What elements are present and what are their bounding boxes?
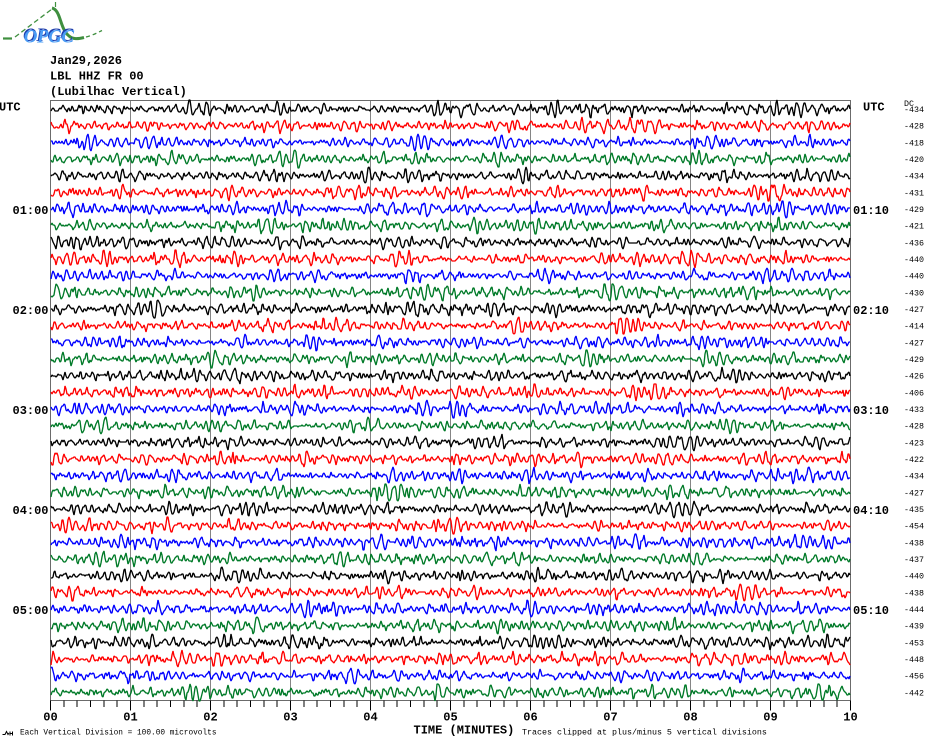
svg-text:02:00: 02:00 — [13, 304, 49, 318]
svg-text:-418: -418 — [904, 138, 924, 148]
svg-text:04:10: 04:10 — [853, 504, 889, 518]
svg-text:-436: -436 — [904, 238, 924, 248]
svg-text:Each Vertical Division = 100.: Each Vertical Division = 100.00 microvol… — [20, 730, 217, 738]
svg-text:-429: -429 — [904, 205, 924, 215]
svg-text:-427: -427 — [904, 305, 924, 315]
svg-text:07: 07 — [603, 711, 617, 725]
svg-text:01:00: 01:00 — [13, 204, 49, 218]
svg-text:03: 03 — [283, 711, 297, 725]
svg-text:-414: -414 — [904, 322, 924, 332]
svg-text:-428: -428 — [904, 122, 924, 132]
svg-text:01: 01 — [123, 711, 137, 725]
svg-text:UTC: UTC — [0, 101, 21, 115]
svg-text:05:00: 05:00 — [13, 604, 49, 618]
svg-text:LBL HHZ FR 00: LBL HHZ FR 00 — [50, 70, 144, 84]
svg-text:(Lubilhac Vertical): (Lubilhac Vertical) — [50, 85, 187, 99]
svg-text:-434: -434 — [904, 105, 924, 115]
svg-text:02:10: 02:10 — [853, 304, 889, 318]
svg-text:04:00: 04:00 — [13, 504, 49, 518]
svg-text:-438: -438 — [904, 538, 924, 548]
svg-text:03:10: 03:10 — [853, 404, 889, 418]
svg-text:Traces clipped at plus/minus 5: Traces clipped at plus/minus 5 vertical … — [522, 728, 767, 738]
svg-text:-442: -442 — [904, 688, 924, 698]
svg-text:-453: -453 — [904, 638, 924, 648]
svg-text:05: 05 — [443, 711, 457, 725]
svg-text:-444: -444 — [904, 605, 924, 615]
svg-text:-448: -448 — [904, 655, 924, 665]
svg-text:-456: -456 — [904, 672, 924, 682]
svg-text:-454: -454 — [904, 522, 924, 532]
svg-text:Jan29,2026: Jan29,2026 — [50, 54, 122, 68]
svg-text:-428: -428 — [904, 422, 924, 432]
svg-text:-431: -431 — [904, 188, 924, 198]
svg-text:-423: -423 — [904, 438, 924, 448]
svg-text:-427: -427 — [904, 488, 924, 498]
svg-text:01:10: 01:10 — [853, 204, 889, 218]
svg-text:10: 10 — [843, 711, 857, 725]
svg-text:-440: -440 — [904, 255, 924, 265]
svg-text:-433: -433 — [904, 405, 924, 415]
svg-text:TIME (MINUTES): TIME (MINUTES) — [414, 724, 515, 738]
svg-text:-434: -434 — [904, 172, 924, 182]
svg-text:00: 00 — [43, 711, 57, 725]
svg-text:-430: -430 — [904, 288, 924, 298]
svg-text:-420: -420 — [904, 155, 924, 165]
svg-text:OPGC: OPGC — [24, 27, 75, 48]
svg-text:06: 06 — [523, 711, 537, 725]
svg-text:05:10: 05:10 — [853, 604, 889, 618]
svg-text:OPGC: OPGC — [23, 25, 74, 46]
svg-text:-426: -426 — [904, 372, 924, 382]
svg-text:-422: -422 — [904, 455, 924, 465]
svg-text:-440: -440 — [904, 572, 924, 582]
svg-text:-439: -439 — [904, 622, 924, 632]
svg-text:-437: -437 — [904, 555, 924, 565]
svg-text:-429: -429 — [904, 355, 924, 365]
svg-text:09: 09 — [763, 711, 777, 725]
svg-text:04: 04 — [363, 711, 377, 725]
svg-text:02: 02 — [203, 711, 217, 725]
svg-text:-438: -438 — [904, 588, 924, 598]
svg-text:-440: -440 — [904, 272, 924, 282]
svg-text:DC: DC — [904, 99, 914, 109]
svg-text:03:00: 03:00 — [13, 404, 49, 418]
svg-text:-421: -421 — [904, 222, 924, 232]
svg-text:-406: -406 — [904, 388, 924, 398]
svg-text:08: 08 — [683, 711, 697, 725]
svg-text:UTC: UTC — [863, 101, 885, 115]
svg-text:-435: -435 — [904, 505, 924, 515]
svg-text:-434: -434 — [904, 472, 924, 482]
svg-text:-427: -427 — [904, 338, 924, 348]
